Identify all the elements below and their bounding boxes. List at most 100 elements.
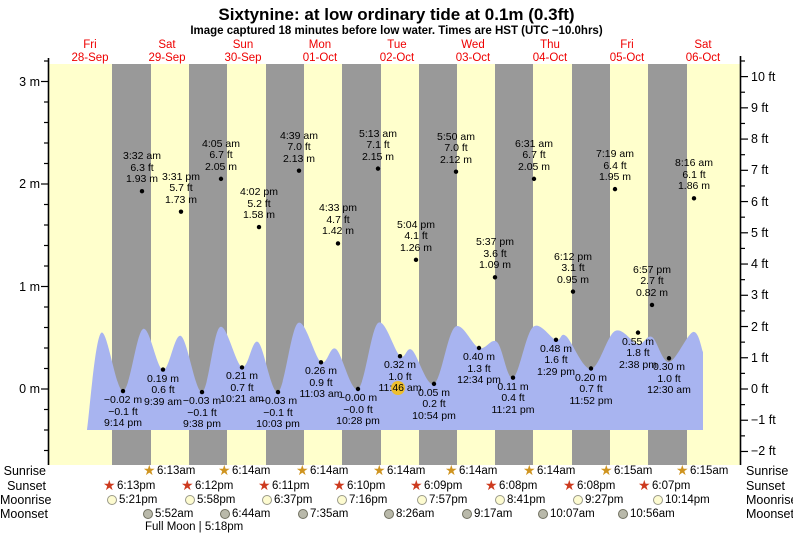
day-date: 06-Oct — [685, 51, 721, 64]
tide-annotation-line: 2.12 m — [439, 153, 473, 166]
tide-annotation-line: 1:29 pm — [537, 365, 575, 378]
right-axis-label: 9 ft — [751, 100, 769, 115]
chart-subtitle: Image captured 18 minutes before low wat… — [190, 25, 603, 37]
almanac-time: 6:37pm — [274, 494, 313, 506]
almanac-time: 6:08pm — [499, 480, 538, 492]
high-tide-annotation: 5:13 am 7.1 ft 2.15 m — [359, 128, 397, 164]
high-tide-dot — [612, 186, 618, 192]
day-date: 28-Sep — [71, 51, 109, 64]
low-tide-dot — [120, 388, 126, 394]
tide-annotation-line: 7:19 am — [596, 148, 634, 161]
page-title: Sixtynine: at low ordinary tide at 0.1m … — [218, 5, 575, 24]
tide-annotation-line: 6.4 ft — [603, 159, 627, 172]
tide-annotation-line: 0.11 m — [497, 380, 529, 393]
tide-annotation-line: 6:31 am — [515, 137, 553, 150]
tide-annotation-line: 11:03 am — [299, 388, 343, 401]
low-tide-dot — [431, 381, 437, 387]
tide-annotation-line: −0.1 ft — [187, 406, 217, 419]
low-tide-annotation: 0.26 m 0.9 ft 11:03 am — [300, 366, 343, 401]
day-name: Fri — [620, 39, 634, 51]
low-tide-dot — [666, 356, 672, 361]
sunset-icon: ★ — [103, 477, 116, 493]
right-axis-label: 0 ft — [751, 382, 769, 396]
right-axis-label: −1 ft — [751, 413, 776, 428]
high-tide-dot — [649, 302, 655, 308]
moonset-icon — [538, 509, 548, 519]
day-date: 05-Oct — [609, 51, 645, 64]
tide-annotation-line: 6.7 ft — [522, 149, 546, 162]
tide-annotation-line: 2:38 pm — [619, 358, 657, 371]
tide-annotation-line: 5.7 ft — [169, 182, 193, 195]
almanac-row-label-left: Sunset — [7, 479, 46, 493]
moonrise-icon — [107, 495, 117, 505]
high-tide-annotation: 5:37 pm 3.6 ft 1.09 m — [476, 237, 514, 272]
moonrise-icon — [417, 495, 427, 505]
high-tide-annotation: 6:12 pm 3.1 ft 0.95 m — [554, 251, 592, 287]
low-tide-dot — [397, 354, 403, 359]
day-label: Fri 05-Oct — [610, 39, 645, 64]
tide-annotation-line: 0.30 m — [652, 361, 686, 374]
tide-annotation-line: 1.95 m — [598, 171, 632, 184]
tide-annotation-line: −0.0 ft — [343, 403, 373, 416]
tide-annotation-line: 7.0 ft — [287, 141, 311, 154]
sunset-icon: ★ — [410, 477, 423, 493]
almanac-time: 7:57pm — [429, 494, 468, 506]
high-tide-annotation: 4:39 am 7.0 ft 2.13 m — [280, 130, 318, 166]
almanac-time: 6:12pm — [195, 480, 234, 492]
tide-annotation-line: 5.2 ft — [247, 197, 271, 210]
almanac-time: 6:14am — [459, 465, 498, 477]
day-date: 02-Oct — [379, 51, 415, 64]
tide-annotation-line: 12:34 pm — [457, 374, 501, 386]
tide-annotation-line: −0.1 ft — [263, 406, 293, 419]
tide-annotation-line: 9:38 pm — [183, 418, 221, 431]
tide-annotation-line: 4.7 ft — [326, 213, 350, 226]
tide-annotation-line: 2.7 ft — [640, 275, 664, 288]
high-tide-dot — [691, 196, 697, 201]
tide-annotation-line: 0.82 m — [635, 286, 669, 299]
tide-annotation-line: 7.0 ft — [444, 142, 468, 155]
low-tide-annotation: 0.21 m 0.7 ft 10:21 am — [220, 371, 264, 406]
tide-annotation-line: 0.4 ft — [501, 392, 525, 405]
tide-annotation-line: 9:14 pm — [104, 417, 142, 430]
tide-annotation-line: 10:03 pm — [256, 418, 300, 431]
low-tide-annotation: 0.40 m 1.3 ft 12:34 pm — [457, 351, 501, 387]
day-label: Sat 06-Oct — [686, 39, 721, 64]
tide-annotation-line: 0.21 m — [225, 370, 259, 383]
tide-annotation-line: 6.7 ft — [209, 149, 233, 162]
tide-annotation-line: 0.9 ft — [309, 376, 333, 389]
day-date: 04-Oct — [532, 51, 568, 64]
low-tide-annotation: 0.48 m 1.6 ft 1:29 pm — [537, 343, 575, 379]
low-tide-dot — [160, 367, 166, 372]
day-label: Fri 28-Sep — [71, 39, 108, 64]
almanac-time: 6:13am — [157, 465, 196, 477]
tide-annotation-line: 0.7 ft — [230, 381, 254, 394]
low-tide-annotation: −0.00 m −0.0 ft 10:28 pm — [336, 392, 380, 428]
sunrise-icon: ★ — [523, 462, 536, 478]
almanac-time: 6:07pm — [652, 480, 691, 492]
low-tide-dot — [239, 365, 245, 370]
almanac-row-label-right: Moonset — [746, 507, 793, 521]
moonrise-icon — [337, 495, 347, 505]
left-axis-label: 3 m — [19, 74, 40, 89]
tide-annotation-line: 1.0 ft — [657, 372, 681, 385]
moonset-icon — [220, 509, 230, 519]
moonset-icon — [462, 509, 472, 519]
tide-annotation-line: 3.1 ft — [561, 262, 585, 275]
high-tide-annotation: 5:04 pm 4.1 ft 1.26 m — [397, 219, 435, 255]
right-axis-label: 1 ft — [751, 350, 769, 365]
tide-annotation-line: 6:57 pm — [633, 263, 671, 276]
tide-annotation-line: 0.55 m — [621, 335, 655, 348]
moonrise-icon — [495, 495, 505, 505]
low-tide-annotation: 0.11 m 0.4 ft 11:21 pm — [492, 380, 535, 417]
sunset-icon: ★ — [485, 477, 498, 493]
tide-annotation-line: 4:33 pm — [319, 202, 357, 215]
almanac-time: 6:44am — [232, 508, 271, 520]
almanac-time: 6:13pm — [117, 480, 156, 492]
tide-annotation-line: 11:52 pm — [569, 394, 613, 407]
moonrise-icon — [185, 495, 195, 505]
low-tide-annotation: −0.03 m −0.1 ft 10:03 pm — [256, 396, 300, 431]
tide-annotation-line: 3.6 ft — [483, 247, 507, 260]
low-tide-dot — [199, 389, 205, 395]
day-label: Tue 02-Oct — [380, 39, 415, 64]
tide-annotation-line: −0.02 m — [103, 394, 143, 407]
